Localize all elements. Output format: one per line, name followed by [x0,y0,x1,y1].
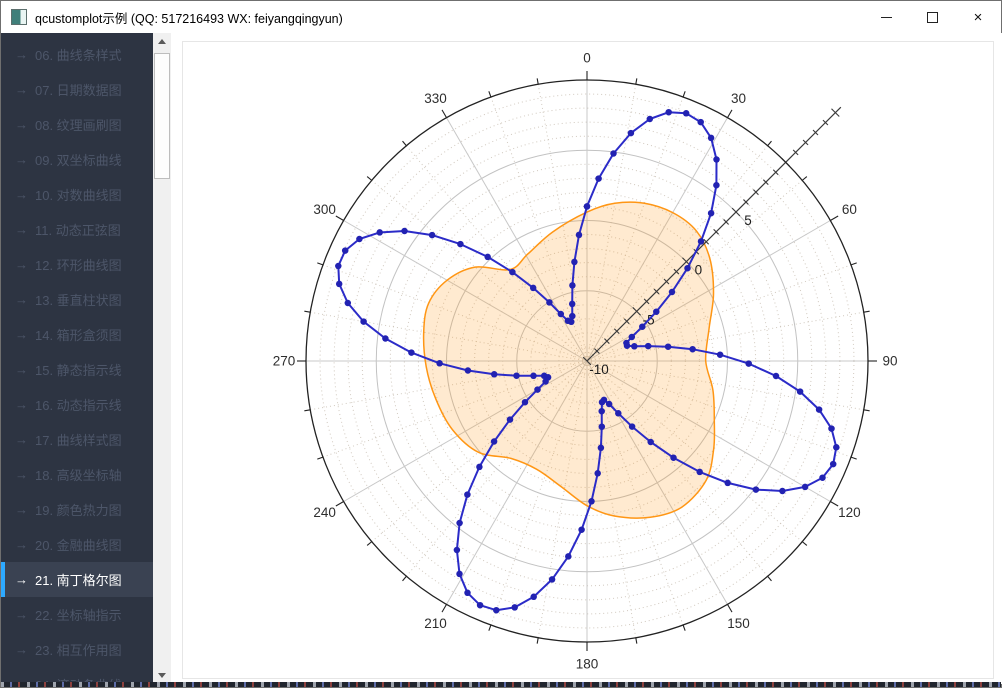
arrow-icon: → [15,607,28,622]
sidebar-scrollbar[interactable] [153,33,171,684]
sidebar-item-label: 13. 垂直柱状图 [35,293,122,308]
arrow-icon: → [15,327,28,342]
arrow-icon: → [15,572,28,587]
sidebar-item-label: 21. 南丁格尔图 [35,573,122,588]
arrow-icon: → [15,222,28,237]
sidebar-item-label: 08. 纹理画刷图 [35,118,122,133]
arrow-icon: → [15,152,28,167]
sidebar-item-label: 24. 滚动条曲线 [35,675,122,684]
sidebar-item-label: 10. 对数曲线图 [35,188,122,203]
sidebar-item-18[interactable]: → 18. 高级坐标轴 [1,457,153,492]
sidebar-item-16[interactable]: → 16. 动态指示线 [1,387,153,422]
sidebar-item-14[interactable]: → 14. 箱形盒须图 [1,317,153,352]
arrow-icon: → [15,47,28,62]
svg-text:30: 30 [731,91,746,106]
sidebar-item-label: 20. 金融曲线图 [35,538,122,553]
scroll-down-button[interactable] [153,667,171,684]
sidebar-item-label: 18. 高级坐标轴 [35,468,122,483]
svg-text:0: 0 [695,263,703,278]
selected-accent-bar [1,562,5,597]
chevron-down-icon [158,673,166,678]
svg-text:120: 120 [838,505,861,520]
svg-text:330: 330 [424,91,447,106]
sidebar-item-label: 14. 箱形盒须图 [35,328,122,343]
sidebar-item-12[interactable]: → 12. 环形曲线图 [1,247,153,282]
sidebar-item-09[interactable]: → 09. 双坐标曲线 [1,142,153,177]
minimize-button[interactable] [863,1,909,33]
arrow-icon: → [15,292,28,307]
sidebar: → 06. 曲线条样式 → 07. 日期数据图 → 08. 纹理画刷图 → 09. 双坐标曲线… [1,33,171,684]
arrow-icon: → [15,642,28,657]
window-controls: × [863,1,1001,33]
chart-panel: -10 -5 0 5 0 30 60 90 120 150 180 210 240 270 300 330 [171,33,1002,684]
sidebar-item-24[interactable]: → 24. 滚动条曲线 [1,667,153,684]
sidebar-item-23[interactable]: → 23. 相互作用图 [1,632,153,667]
svg-text:180: 180 [576,657,599,672]
svg-text:5: 5 [744,213,752,228]
close-icon: × [973,8,983,26]
maximize-icon [926,11,938,23]
arrow-icon: → [15,502,28,517]
svg-text:240: 240 [313,505,336,520]
chevron-up-icon [158,39,166,44]
svg-text:150: 150 [727,616,750,631]
sidebar-item-10[interactable]: → 10. 对数曲线图 [1,177,153,212]
arrow-icon: → [15,117,28,132]
sidebar-item-13[interactable]: → 13. 垂直柱状图 [1,282,153,317]
svg-text:90: 90 [882,354,897,369]
arrow-icon: → [15,362,28,377]
sidebar-item-label: 23. 相互作用图 [35,643,122,658]
window-title: qcustomplot示例 (QQ: 517216493 WX: feiyang… [35,11,343,26]
sidebar-item-21[interactable]: → 21. 南丁格尔图 [1,562,153,597]
sidebar-item-label: 22. 坐标轴指示 [35,608,122,623]
sidebar-item-label: 19. 颜色热力图 [35,503,122,518]
svg-text:-10: -10 [589,362,609,377]
sidebar-item-label: 06. 曲线条样式 [35,48,122,63]
scroll-up-button[interactable] [153,33,171,50]
arrow-icon: → [15,187,28,202]
sidebar-item-label: 09. 双坐标曲线 [35,153,122,168]
app-icon [11,9,27,25]
minimize-icon [880,16,892,18]
scrollbar-thumb[interactable] [154,53,170,179]
sidebar-item-11[interactable]: → 11. 动态正弦图 [1,212,153,247]
close-button[interactable]: × [955,1,1001,33]
sidebar-item-17[interactable]: → 17. 曲线样式图 [1,422,153,457]
sidebar-item-22[interactable]: → 22. 坐标轴指示 [1,597,153,632]
arrow-icon: → [15,537,28,552]
arrow-icon: → [15,397,28,412]
maximize-button[interactable] [909,1,955,33]
arrow-icon: → [15,467,28,482]
sidebar-menu: → 06. 曲线条样式 → 07. 日期数据图 → 08. 纹理画刷图 → 09. 双坐标曲线… [1,37,153,684]
arrow-icon: → [15,82,28,97]
sidebar-item-19[interactable]: → 19. 颜色热力图 [1,492,153,527]
sidebar-item-08[interactable]: → 08. 纹理画刷图 [1,107,153,142]
svg-text:300: 300 [313,202,336,217]
clipped-bottom-bar [1,682,1001,687]
sidebar-item-label: 07. 日期数据图 [35,83,122,98]
arrow-icon: → [15,677,28,684]
sidebar-item-label: 15. 静态指示线 [35,363,122,378]
sidebar-item-07[interactable]: → 07. 日期数据图 [1,72,153,107]
sidebar-item-06[interactable]: → 06. 曲线条样式 [1,37,153,72]
sidebar-item-15[interactable]: → 15. 静态指示线 [1,352,153,387]
sidebar-item-label: 12. 环形曲线图 [35,258,122,273]
sidebar-item-20[interactable]: → 20. 金融曲线图 [1,527,153,562]
svg-text:270: 270 [273,354,296,369]
arrow-icon: → [15,432,28,447]
sidebar-item-label: 17. 曲线样式图 [35,433,122,448]
svg-text:0: 0 [583,51,591,66]
sidebar-item-label: 11. 动态正弦图 [35,223,121,238]
plot-frame [182,41,994,679]
sidebar-item-label: 16. 动态指示线 [35,398,122,413]
title-bar: qcustomplot示例 (QQ: 517216493 WX: feiyang… [1,1,1001,34]
svg-text:60: 60 [842,202,857,217]
arrow-icon: → [15,257,28,272]
svg-text:210: 210 [424,616,447,631]
